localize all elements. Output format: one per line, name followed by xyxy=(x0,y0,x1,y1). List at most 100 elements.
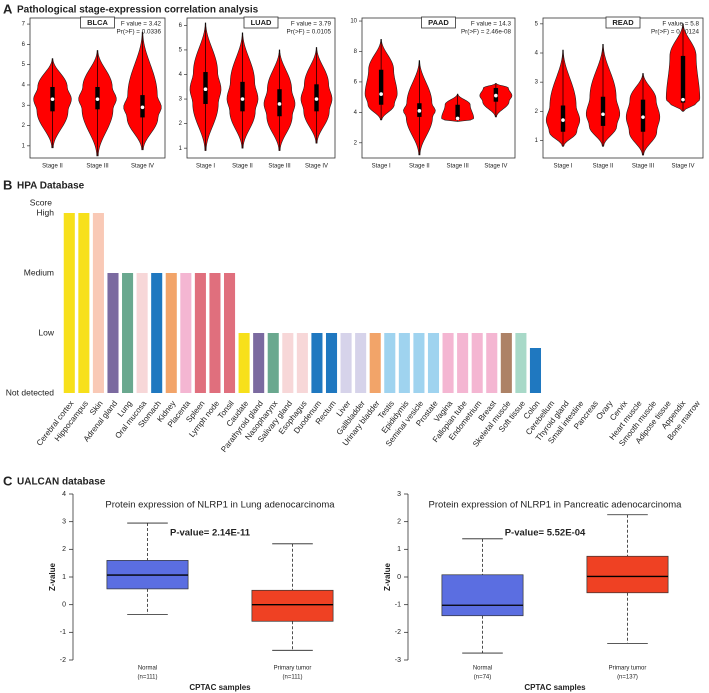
y-tick-label: 4 xyxy=(22,83,26,89)
annotation: F value = 5.8 xyxy=(662,21,699,28)
box xyxy=(586,555,669,594)
y-tick-label: 7 xyxy=(22,22,26,28)
y-tick-label: -1 xyxy=(395,602,401,609)
y-tick-label: Medium xyxy=(24,267,54,277)
y-tick-label: 8 xyxy=(354,49,358,55)
y-tick-label: -3 xyxy=(395,657,401,664)
median-dot xyxy=(641,115,645,119)
y-tick-label: 3 xyxy=(397,491,401,498)
y-tick-label: 0 xyxy=(397,574,401,581)
median-dot xyxy=(140,105,145,110)
panel-letter: C xyxy=(3,473,13,488)
bar xyxy=(238,333,250,393)
y-axis-label: Z-value xyxy=(383,562,392,591)
y-tick-label: -1 xyxy=(60,629,66,636)
bar xyxy=(311,333,323,393)
bar xyxy=(515,333,527,393)
bar xyxy=(355,333,367,393)
y-tick-label: 4 xyxy=(62,491,66,498)
y-tick-label: 1 xyxy=(62,574,66,581)
bar xyxy=(107,273,119,393)
y-tick-label: -2 xyxy=(395,629,401,636)
y-tick-label: 1 xyxy=(397,546,401,553)
x-tick-label: Stage II xyxy=(593,164,614,170)
annotation: Pr(>F) = 2.46e-08 xyxy=(461,29,512,36)
annotation: F value = 3.42 xyxy=(121,21,162,28)
bar xyxy=(194,273,206,393)
bar xyxy=(500,333,512,393)
panel-letter: A xyxy=(3,1,13,16)
annotation: F value = 14.3 xyxy=(471,21,512,28)
y-tick-label: 2 xyxy=(354,140,358,146)
bar xyxy=(457,333,469,393)
median-dot xyxy=(681,97,685,102)
y-tick-label: 1 xyxy=(179,146,183,152)
y-tick-label: 0 xyxy=(62,602,66,609)
iqr-box xyxy=(680,55,686,103)
title-box xyxy=(605,16,641,29)
y-tick-label: 10 xyxy=(350,19,357,25)
y-tick-label: 3 xyxy=(179,97,183,103)
y-axis-label: Z-value xyxy=(48,562,57,591)
bar xyxy=(209,273,221,393)
bar xyxy=(413,333,425,393)
chart-title: READ xyxy=(612,18,634,27)
median-dot xyxy=(601,112,605,117)
bar xyxy=(398,333,410,393)
title-box xyxy=(243,16,279,29)
y-tick-label: 4 xyxy=(535,51,539,57)
x-tick-label: Normal xyxy=(138,666,157,672)
median-dot xyxy=(203,87,208,92)
y-tick-label: 6 xyxy=(179,23,183,29)
y-tick-label: 2 xyxy=(397,519,401,526)
annotation: Pr(>F) = 0.0105 xyxy=(287,29,332,36)
median-dot xyxy=(494,93,498,98)
chart-title: BLCA xyxy=(87,18,108,27)
title-box xyxy=(80,16,115,29)
iqr-box xyxy=(240,81,245,112)
y-tick-label: 2 xyxy=(179,121,183,127)
annotation: Pr(>F) = 0.0336 xyxy=(117,29,162,36)
y-tick-label: 4 xyxy=(179,72,183,78)
annotation: F value = 3.79 xyxy=(291,21,332,28)
bar xyxy=(92,213,104,393)
panel-title: HPA Database xyxy=(17,181,85,192)
median-dot xyxy=(240,97,245,101)
y-tick-label: 2 xyxy=(62,546,66,553)
iqr-box xyxy=(455,104,460,120)
bar xyxy=(529,348,542,393)
y-tick-label: 1 xyxy=(535,138,539,144)
x-axis-label: CPTAC samples xyxy=(189,683,251,692)
y-tick-label: 4 xyxy=(354,110,358,116)
box xyxy=(251,589,334,622)
y-tick-label: 6 xyxy=(354,79,358,85)
x-tick-label: Stage IV xyxy=(671,164,694,170)
y-tick-label: Low xyxy=(38,327,54,337)
bar xyxy=(122,273,134,393)
bar xyxy=(471,333,483,393)
x-tick-label: Stage I xyxy=(196,164,215,170)
y-tick-label: 2 xyxy=(535,109,539,115)
bar xyxy=(165,273,177,393)
y-tick-label: 5 xyxy=(179,48,183,54)
median-dot xyxy=(277,102,282,106)
bar xyxy=(486,333,498,393)
x-axis-label: CPTAC samples xyxy=(524,683,586,692)
x-tick-label: Stage III xyxy=(446,164,469,170)
bar xyxy=(325,333,338,393)
sample-size: (n=111) xyxy=(138,675,158,681)
x-tick-label: Stage IV xyxy=(484,164,507,170)
sample-size: (n=74) xyxy=(474,675,492,681)
x-tick-label: Stage II xyxy=(42,164,63,170)
x-tick-label: Stage I xyxy=(553,164,572,170)
bar xyxy=(253,333,265,393)
bar xyxy=(151,273,163,393)
bar xyxy=(296,333,308,393)
x-tick-label: Stage IV xyxy=(305,164,328,170)
bar xyxy=(369,333,381,393)
median-dot xyxy=(379,92,383,96)
bar xyxy=(267,333,279,393)
median-dot xyxy=(455,116,460,121)
median-dot xyxy=(314,97,319,101)
